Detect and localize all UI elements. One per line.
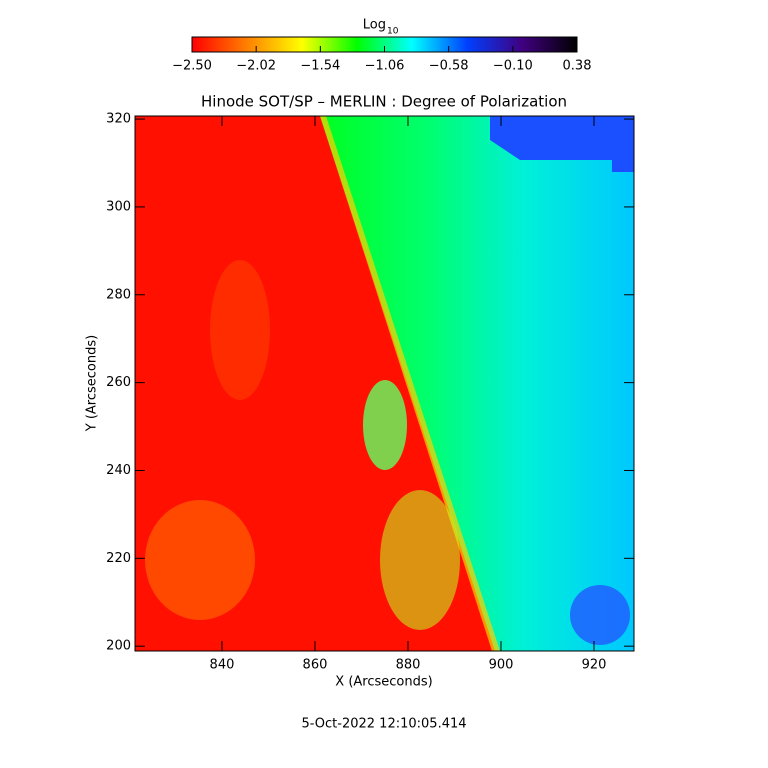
bright-region bbox=[145, 500, 255, 620]
blue-region bbox=[490, 116, 634, 172]
colorbar-tick-label: −0.58 bbox=[429, 59, 469, 74]
plot-frame bbox=[134, 115, 635, 652]
y-tick-label: 280 bbox=[106, 287, 131, 302]
bright-region bbox=[380, 490, 460, 630]
colorbar-tick-label: −2.02 bbox=[236, 59, 276, 74]
blue-region bbox=[570, 585, 630, 645]
colorbar-tick-label: −1.06 bbox=[365, 59, 405, 74]
y-tick-label: 300 bbox=[106, 199, 131, 214]
x-tick-label: 840 bbox=[210, 658, 235, 673]
y-tick-label: 220 bbox=[106, 551, 131, 566]
timestamp: 5-Oct-2022 12:10:05.414 bbox=[301, 717, 466, 732]
y-tick-label: 200 bbox=[106, 639, 131, 654]
colorbar-tick-label: −2.50 bbox=[172, 59, 212, 74]
colorbar-tick-label: −1.54 bbox=[300, 59, 340, 74]
y-tick-label: 260 bbox=[106, 375, 131, 390]
colorbar-tick-label: 0.38 bbox=[563, 59, 592, 74]
y-tick-label: 320 bbox=[106, 112, 131, 127]
image bbox=[135, 116, 634, 651]
colorbar-tick-label: −0.10 bbox=[493, 59, 533, 74]
x-axis-label: X (Arcseconds) bbox=[335, 675, 432, 690]
x-tick-label: 920 bbox=[582, 658, 607, 673]
disk-region bbox=[320, 116, 634, 651]
bright-region bbox=[210, 260, 270, 400]
x-tick-label: 900 bbox=[489, 658, 514, 673]
colorbar-label: Log bbox=[363, 18, 386, 33]
colorbar-label-sub: 10 bbox=[387, 27, 399, 37]
y-tick-label: 240 bbox=[106, 463, 131, 478]
limb-edge bbox=[320, 116, 500, 651]
bright-region bbox=[363, 380, 407, 470]
x-tick-label: 880 bbox=[396, 658, 421, 673]
y-axis-label: Y (Arcseconds) bbox=[85, 335, 100, 432]
chart-title: Hinode SOT/SP – MERLIN : Degree of Polar… bbox=[201, 93, 567, 111]
x-tick-label: 860 bbox=[303, 658, 328, 673]
